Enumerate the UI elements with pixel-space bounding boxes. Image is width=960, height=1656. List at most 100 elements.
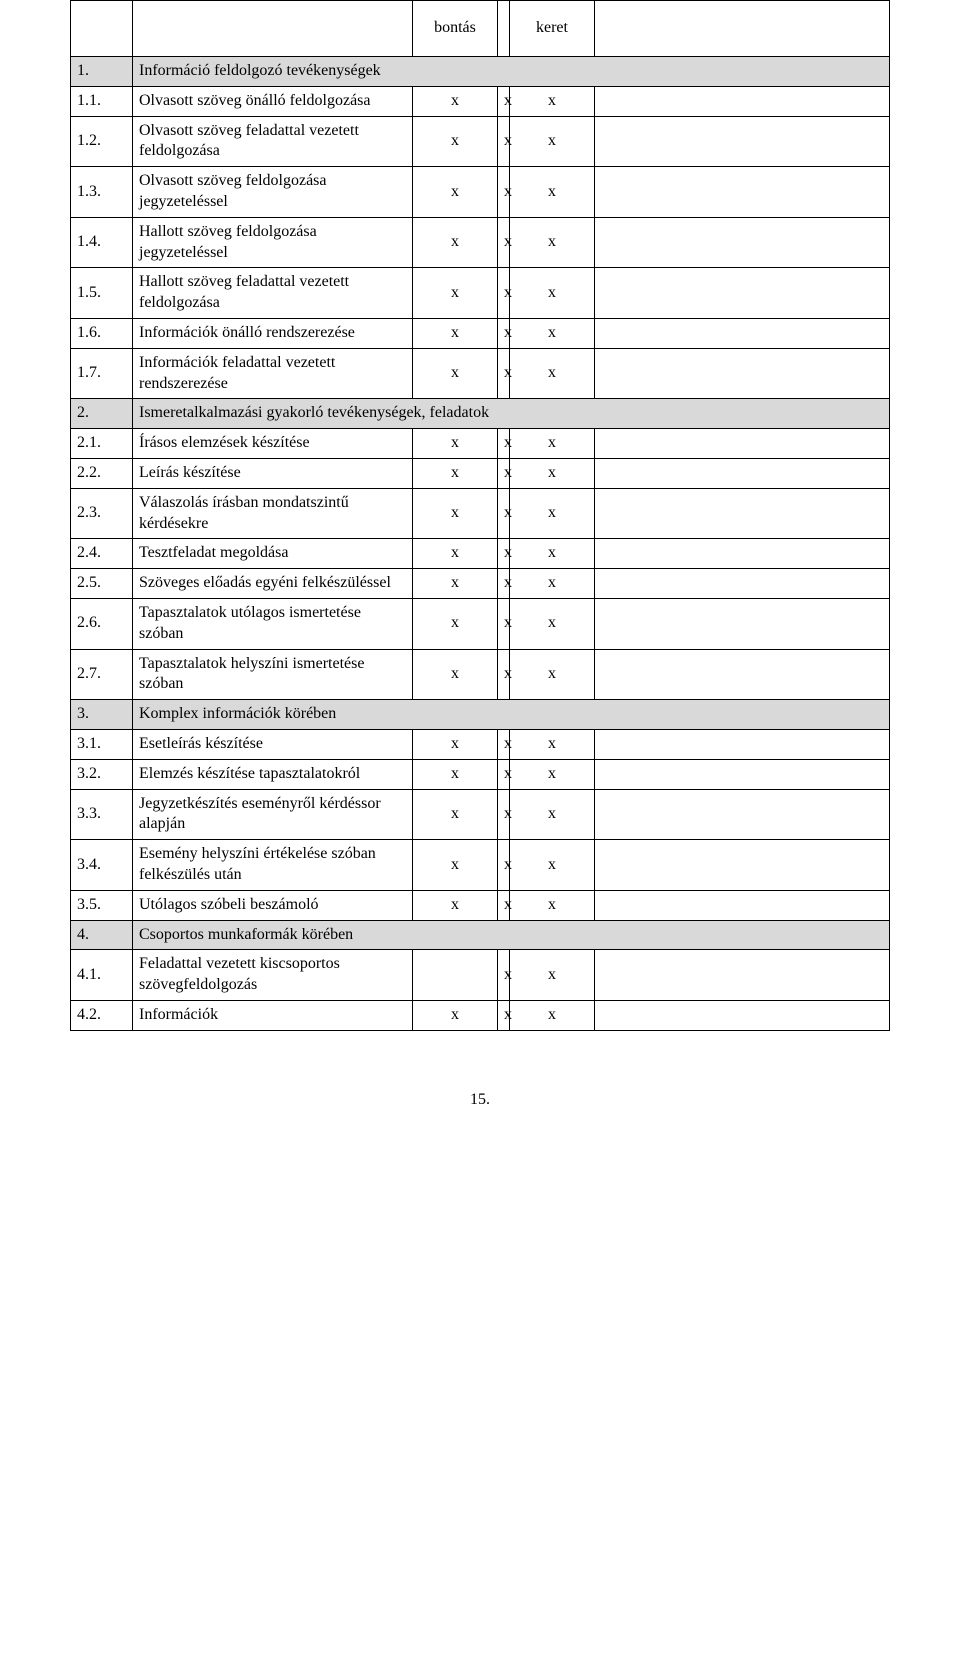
cell-bontas: x: [413, 318, 498, 348]
header-blank: [498, 1, 510, 57]
section-title: Komplex információk körében: [133, 700, 890, 730]
cell-extra: [595, 217, 890, 268]
row-number: 2.6.: [71, 598, 133, 649]
cell-extra: [595, 348, 890, 399]
table-row: 4.1.Feladattal vezetett kiscsoportos szö…: [71, 950, 890, 1001]
row-number: 1.5.: [71, 268, 133, 319]
header-blank: [595, 1, 890, 57]
cell-keret: x: [510, 458, 595, 488]
row-number: 1.7.: [71, 348, 133, 399]
row-description: Elemzés készítése tapasztalatokról: [133, 759, 413, 789]
cell-bontas: x: [413, 116, 498, 167]
cell-keret: x: [510, 759, 595, 789]
row-number: 1.2.: [71, 116, 133, 167]
table-row: 1.2.Olvasott szöveg feladattal vezetett …: [71, 116, 890, 167]
cell-keret: x: [510, 649, 595, 700]
cell-spacer: x: [498, 789, 510, 840]
table-row: 2.1.Írásos elemzések készítésexxx: [71, 429, 890, 459]
cell-extra: [595, 759, 890, 789]
table-row: 2.5.Szöveges előadás egyéni felkészüléss…: [71, 569, 890, 599]
cell-spacer: x: [498, 950, 510, 1001]
row-description: Feladattal vezetett kiscsoportos szövegf…: [133, 950, 413, 1001]
row-number: 3.4.: [71, 840, 133, 891]
table-row: 3.Komplex információk körében: [71, 700, 890, 730]
cell-extra: [595, 789, 890, 840]
cell-keret: x: [510, 789, 595, 840]
section-title: Információ feldolgozó tevékenységek: [133, 57, 890, 87]
table-row: 3.5.Utólagos szóbeli beszámolóxxx: [71, 890, 890, 920]
table-row: 1.Információ feldolgozó tevékenységek: [71, 57, 890, 87]
table-row: 1.6.Információk önálló rendszerezésexxx: [71, 318, 890, 348]
table-row: 3.4.Esemény helyszíni értékelése szóban …: [71, 840, 890, 891]
row-description: Információk: [133, 1000, 413, 1030]
row-description: Leírás készítése: [133, 458, 413, 488]
row-description: Esemény helyszíni értékelése szóban felk…: [133, 840, 413, 891]
header-blank: [71, 1, 133, 57]
row-number: 3.2.: [71, 759, 133, 789]
row-description: Tesztfeladat megoldása: [133, 539, 413, 569]
row-number: 3.5.: [71, 890, 133, 920]
cell-spacer: x: [498, 539, 510, 569]
row-description: Hallott szöveg feldolgozása jegyzeteléss…: [133, 217, 413, 268]
row-number: 2.5.: [71, 569, 133, 599]
row-description: Olvasott szöveg önálló feldolgozása: [133, 86, 413, 116]
cell-keret: x: [510, 318, 595, 348]
cell-keret: x: [510, 840, 595, 891]
cell-keret: x: [510, 116, 595, 167]
cell-bontas: x: [413, 890, 498, 920]
cell-extra: [595, 429, 890, 459]
cell-spacer: x: [498, 1000, 510, 1030]
table-row: 1.5.Hallott szöveg feladattal vezetett f…: [71, 268, 890, 319]
cell-spacer: x: [498, 116, 510, 167]
row-description: Információk feladattal vezetett rendszer…: [133, 348, 413, 399]
cell-keret: x: [510, 268, 595, 319]
cell-extra: [595, 840, 890, 891]
cell-spacer: x: [498, 759, 510, 789]
cell-spacer: x: [498, 890, 510, 920]
row-number: 4.2.: [71, 1000, 133, 1030]
table-row: 2.6.Tapasztalatok utólagos ismertetése s…: [71, 598, 890, 649]
cell-keret: x: [510, 1000, 595, 1030]
section-number: 2.: [71, 399, 133, 429]
table-row: 3.1.Esetleírás készítésexxx: [71, 729, 890, 759]
cell-keret: x: [510, 539, 595, 569]
row-description: Olvasott szöveg feladattal vezetett feld…: [133, 116, 413, 167]
cell-extra: [595, 116, 890, 167]
table-row: 2.7.Tapasztalatok helyszíni ismertetése …: [71, 649, 890, 700]
row-description: Olvasott szöveg feldolgozása jegyzetelés…: [133, 167, 413, 218]
row-number: 1.4.: [71, 217, 133, 268]
row-number: 2.1.: [71, 429, 133, 459]
table-row: 2.Ismeretalkalmazási gyakorló tevékenysé…: [71, 399, 890, 429]
row-number: 2.4.: [71, 539, 133, 569]
row-description: Tapasztalatok helyszíni ismertetése szób…: [133, 649, 413, 700]
row-description: Szöveges előadás egyéni felkészüléssel: [133, 569, 413, 599]
table-row: bontáskeret: [71, 1, 890, 57]
row-number: 2.3.: [71, 488, 133, 539]
cell-extra: [595, 729, 890, 759]
cell-extra: [595, 488, 890, 539]
cell-extra: [595, 1000, 890, 1030]
row-description: Esetleírás készítése: [133, 729, 413, 759]
cell-spacer: x: [498, 649, 510, 700]
cell-keret: x: [510, 729, 595, 759]
cell-keret: x: [510, 950, 595, 1001]
cell-extra: [595, 318, 890, 348]
cell-bontas: x: [413, 429, 498, 459]
cell-bontas: x: [413, 1000, 498, 1030]
row-description: Utólagos szóbeli beszámoló: [133, 890, 413, 920]
cell-spacer: x: [498, 598, 510, 649]
cell-bontas: x: [413, 167, 498, 218]
table-row: 1.1.Olvasott szöveg önálló feldolgozásax…: [71, 86, 890, 116]
row-number: 3.3.: [71, 789, 133, 840]
row-description: Írásos elemzések készítése: [133, 429, 413, 459]
cell-bontas: x: [413, 840, 498, 891]
cell-bontas: x: [413, 348, 498, 399]
table-row: 3.3.Jegyzetkészítés eseményről kérdéssor…: [71, 789, 890, 840]
cell-extra: [595, 86, 890, 116]
cell-keret: x: [510, 890, 595, 920]
column-header-keret: keret: [510, 1, 595, 57]
section-number: 1.: [71, 57, 133, 87]
cell-bontas: x: [413, 86, 498, 116]
row-number: 3.1.: [71, 729, 133, 759]
section-title: Csoportos munkaformák körében: [133, 920, 890, 950]
